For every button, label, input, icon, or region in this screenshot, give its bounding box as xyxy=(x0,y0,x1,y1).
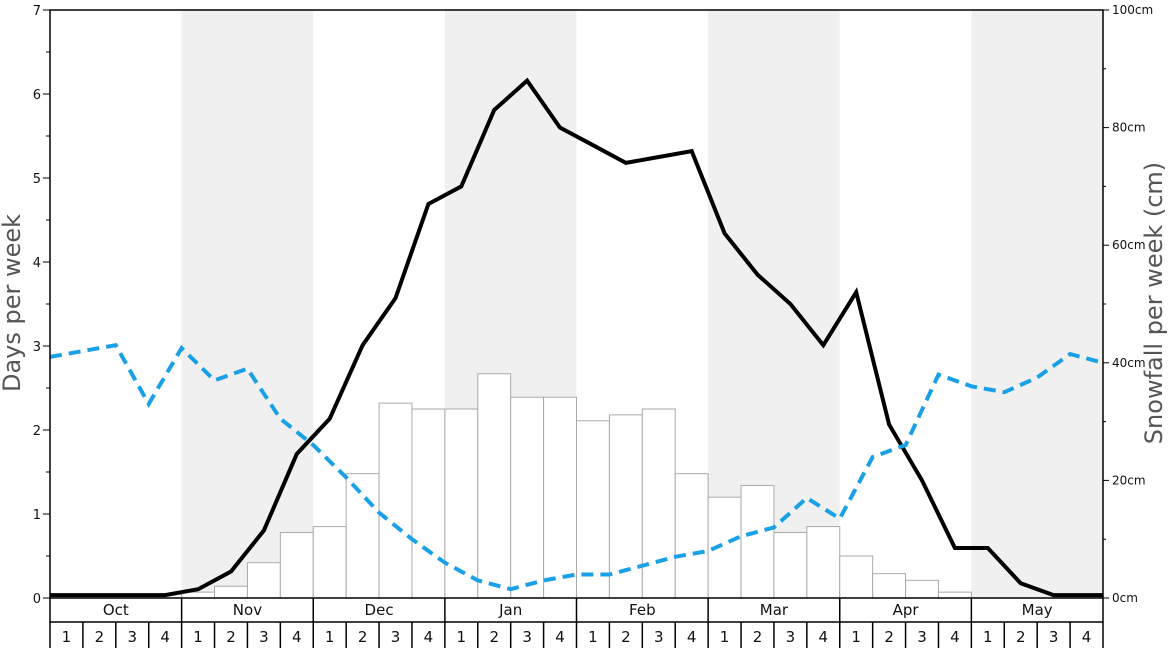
week-label: 2 xyxy=(621,628,631,646)
week-label: 4 xyxy=(555,628,565,646)
week-label: 2 xyxy=(358,628,368,646)
week-label: 1 xyxy=(457,628,467,646)
bar xyxy=(937,591,972,599)
week-label: 2 xyxy=(753,628,763,646)
month-label-nov: Nov xyxy=(233,601,262,619)
week-label: 1 xyxy=(720,628,730,646)
week-label: 2 xyxy=(1016,628,1026,646)
week-label: 3 xyxy=(522,628,532,646)
week-label: 4 xyxy=(1082,628,1092,646)
month-label-dec: Dec xyxy=(365,601,394,619)
left-tick-label: 2 xyxy=(33,424,41,439)
bar xyxy=(543,396,577,599)
week-label: 3 xyxy=(127,628,137,646)
week-label: 3 xyxy=(1049,628,1059,646)
bar xyxy=(905,579,939,599)
week-label: 3 xyxy=(917,628,927,646)
bar xyxy=(477,373,512,599)
right-tick-label: 80cm xyxy=(1112,121,1146,135)
week-label: 2 xyxy=(226,628,236,646)
week-label: 2 xyxy=(884,628,894,646)
bar xyxy=(872,573,907,599)
left-tick-label: 3 xyxy=(33,340,41,355)
week-row: 1 2 3 4 1 2 3 4 1 2 3 4 1 2 3 4 1 2 3 4 1 2 3 4 1 2 3 4 1 2 3 4 xyxy=(49,622,1104,648)
month-row: Oct Nov Dec Jan Feb Mar Apr May xyxy=(49,598,1104,623)
bar xyxy=(279,531,314,599)
bar xyxy=(378,402,413,599)
bar xyxy=(839,555,874,599)
bar xyxy=(312,526,347,599)
bar xyxy=(674,473,709,599)
bar xyxy=(576,420,610,599)
bar xyxy=(740,484,775,599)
month-label-jan: Jan xyxy=(498,601,522,619)
bar xyxy=(641,408,676,599)
right-tick-label: 0cm xyxy=(1112,591,1138,605)
month-label-apr: Apr xyxy=(893,601,920,619)
week-label: 4 xyxy=(160,628,170,646)
days-bars xyxy=(181,373,972,599)
bar xyxy=(510,396,545,599)
week-label: 3 xyxy=(654,628,664,646)
month-shade-nov xyxy=(181,10,314,598)
bar xyxy=(773,531,808,599)
month-label-feb: Feb xyxy=(629,601,656,619)
week-label: 3 xyxy=(391,628,401,646)
month-label-mar: Mar xyxy=(760,601,789,619)
bar xyxy=(806,526,841,599)
week-label: 1 xyxy=(62,628,72,646)
right-y-axis: 0cm 20cm 40cm 60cm 80cm 100cm xyxy=(1103,3,1153,605)
month-shade-may xyxy=(971,10,1103,598)
left-tick-label: 5 xyxy=(33,172,41,187)
week-label: 1 xyxy=(983,628,993,646)
snowfall-line-layer xyxy=(50,77,1103,598)
right-axis-title: Snowfall per week (cm) xyxy=(1140,162,1168,444)
week-label: 1 xyxy=(325,628,335,646)
right-tick-label: 60cm xyxy=(1112,238,1146,252)
week-label: 1 xyxy=(193,628,203,646)
left-y-axis: 0 1 2 3 4 5 6 7 xyxy=(33,4,50,607)
bar xyxy=(214,585,248,599)
week-label: 4 xyxy=(950,628,960,646)
week-label: 3 xyxy=(786,628,796,646)
left-tick-label: 1 xyxy=(33,508,41,523)
week-label: 3 xyxy=(259,628,269,646)
left-axis-title: Days per week xyxy=(0,214,26,392)
right-tick-label: 100cm xyxy=(1112,3,1153,17)
right-tick-label: 20cm xyxy=(1112,473,1146,487)
left-tick-label: 0 xyxy=(33,592,41,607)
left-tick-label: 6 xyxy=(33,88,41,103)
week-label: 4 xyxy=(424,628,434,646)
week-label: 4 xyxy=(687,628,697,646)
week-label: 4 xyxy=(292,628,302,646)
bar xyxy=(345,473,380,599)
left-tick-label: 4 xyxy=(33,256,41,271)
left-tick-label: 7 xyxy=(33,4,41,19)
week-label: 4 xyxy=(819,628,829,646)
bar xyxy=(608,414,643,599)
bar xyxy=(246,562,281,599)
month-label-may: May xyxy=(1022,601,1053,619)
right-tick-label: 40cm xyxy=(1112,356,1146,370)
week-label: 2 xyxy=(489,628,499,646)
bar xyxy=(411,408,446,599)
week-label: 2 xyxy=(95,628,105,646)
snowfall-line xyxy=(50,77,1103,598)
dashed-line xyxy=(49,342,1104,592)
month-label-oct: Oct xyxy=(103,601,129,619)
week-label: 1 xyxy=(588,628,598,646)
dashed-line-layer xyxy=(49,342,1104,592)
month-shading xyxy=(181,10,1103,598)
week-label: 1 xyxy=(851,628,861,646)
